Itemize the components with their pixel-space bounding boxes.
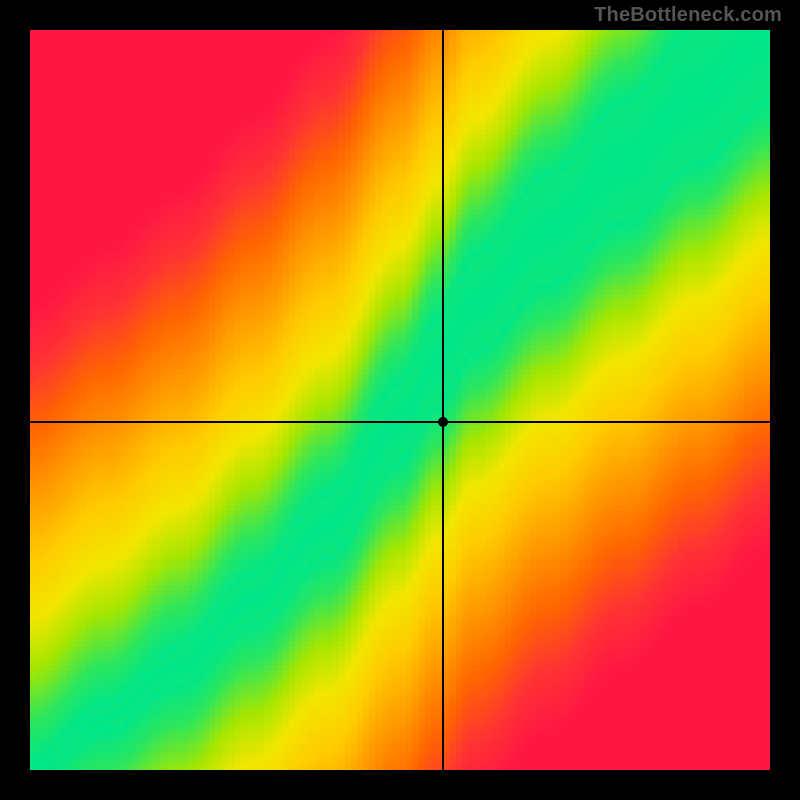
watermark-text: TheBottleneck.com bbox=[594, 4, 782, 27]
bottleneck-heatmap bbox=[30, 30, 770, 770]
crosshair-horizontal-line bbox=[30, 421, 770, 423]
crosshair-vertical-line bbox=[442, 30, 444, 770]
crosshair-point bbox=[438, 417, 448, 427]
